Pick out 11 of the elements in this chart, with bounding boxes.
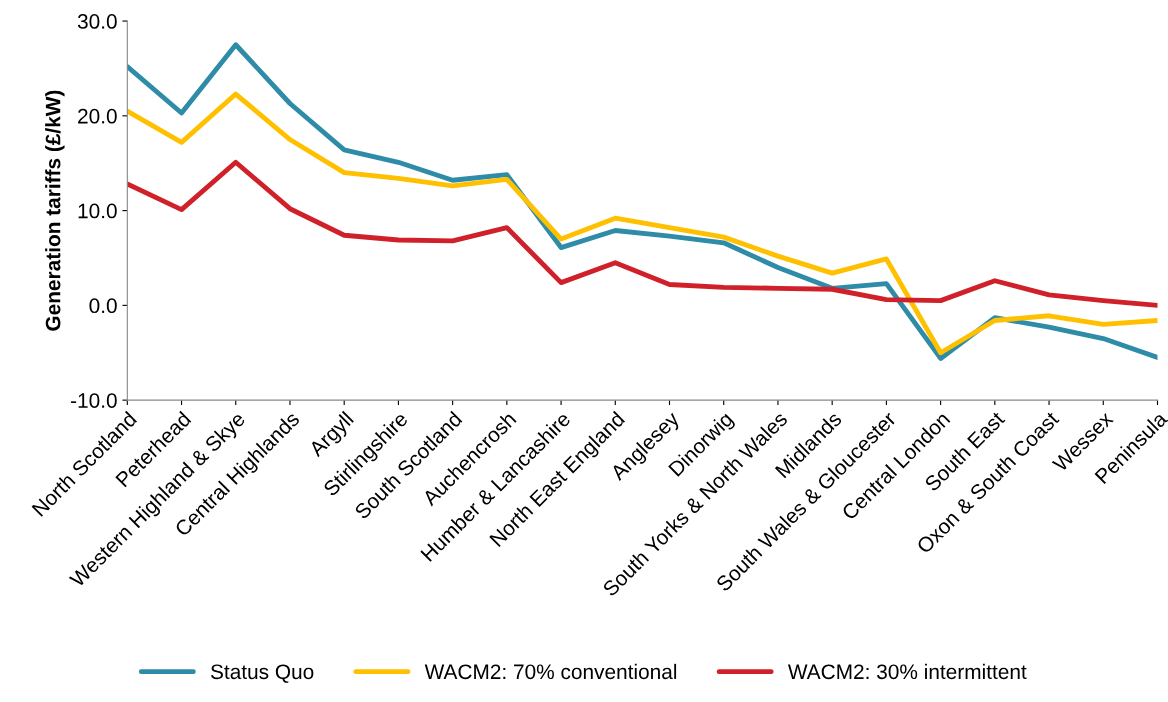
y-axis-title: Generation tariffs (£/kW) [45,90,65,331]
y-tick-label: 0.0 [89,298,117,314]
line-series [127,91,1158,356]
legend-label: WACM2: 70% conventional [424,663,677,680]
y-tick-label: 10.0 [78,203,117,219]
y-tick-label: 20.0 [78,108,117,124]
legend-label: WACM2: 30% intermittent [787,663,1027,680]
y-tick-label: 30.0 [77,14,117,29]
y-tick-label: -10.0 [71,393,117,408]
line-series [127,159,1158,308]
legend-label: Status Quo [210,664,314,683]
